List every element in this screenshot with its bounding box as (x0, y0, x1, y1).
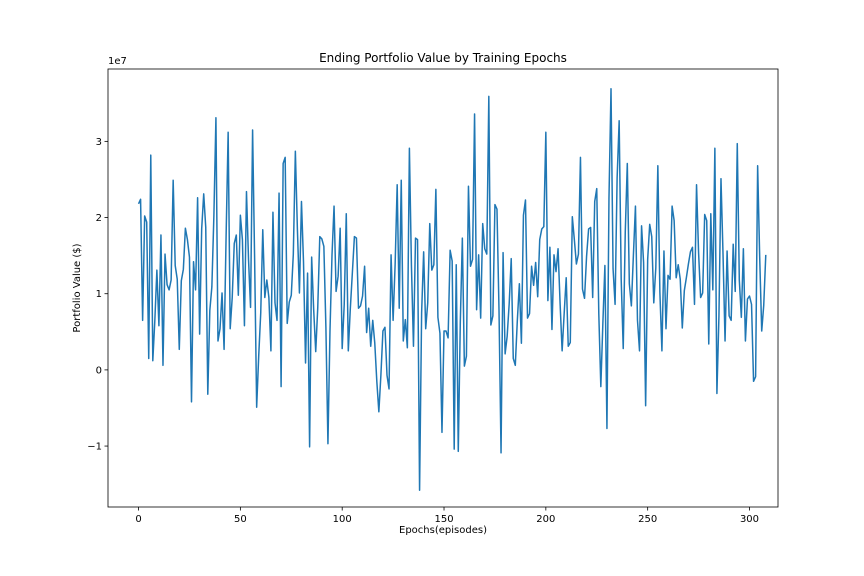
chart-title: Ending Portfolio Value by Training Epoch… (319, 51, 567, 65)
series-line-0 (137, 88, 767, 491)
x-tick-label: 300 (740, 514, 759, 525)
y-axis-label: Portfolio Value ($) (72, 243, 83, 332)
x-tick-label: 100 (333, 514, 352, 525)
x-axis-label: Epochs(episodes) (399, 525, 487, 536)
plot-area (108, 69, 778, 507)
y-tick-label: 3 (96, 137, 102, 148)
y-tick-label: 1 (96, 289, 102, 300)
y-tick-label: −1 (87, 442, 102, 453)
plot-frame (107, 68, 779, 508)
series-layer (137, 88, 767, 491)
y-tick-label: 0 (96, 365, 102, 376)
x-tick-label: 200 (536, 514, 555, 525)
y-axis: −1 0 1 2 3 (87, 137, 108, 453)
y-tick-label: 2 (96, 213, 102, 224)
x-tick-label: 0 (135, 514, 141, 525)
x-tick-label: 150 (434, 514, 453, 525)
x-tick-label: 50 (234, 514, 247, 525)
x-tick-label: 250 (638, 514, 657, 525)
x-axis: 0 50 100 150 200 250 300 (135, 507, 759, 525)
y-axis-multiplier: 1e7 (108, 56, 127, 67)
